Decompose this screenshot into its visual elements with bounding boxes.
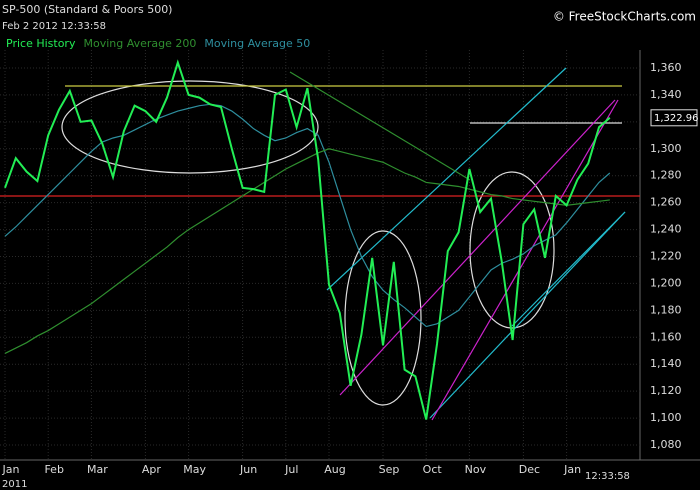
trend-line <box>339 99 616 396</box>
clock: 12:33:58 <box>585 471 630 482</box>
annotations <box>0 67 640 421</box>
source: © FreeStockCharts.com <box>553 10 696 24</box>
y-tick-label: 1,340 <box>650 88 682 101</box>
y-tick-label: 1,300 <box>650 142 682 155</box>
y-tick-label: 1,260 <box>650 196 682 209</box>
legend-entry: Price History <box>6 37 76 50</box>
x-tick-label: May <box>183 463 206 476</box>
x-tick-label: Jan <box>563 463 581 476</box>
x-tick-label: Feb <box>44 463 63 476</box>
y-tick-label: 1,200 <box>650 276 682 289</box>
x-tick-label: Oct <box>423 463 443 476</box>
legend-entry: Moving Average 50 <box>204 37 310 50</box>
series-line <box>4 59 611 420</box>
x-tick-label: Apr <box>142 463 162 476</box>
y-tick-label: 1,140 <box>650 357 682 370</box>
ellipse <box>61 80 319 174</box>
last-price: 1,322.96 <box>654 113 699 124</box>
y-tick-label: 1,080 <box>650 438 682 451</box>
y-tick-label: 1,360 <box>650 61 682 74</box>
ellipse <box>469 171 555 329</box>
x-tick-label: Jun <box>239 463 257 476</box>
y-tick-label: 1,240 <box>650 223 682 236</box>
y-tick-label: 1,280 <box>650 169 682 182</box>
chart-title: SP-500 (Standard & Poors 500) <box>2 3 172 16</box>
x-tick-label: Jan <box>2 463 20 476</box>
y-tick-label: 1,220 <box>650 250 682 263</box>
trend-line <box>511 211 626 327</box>
trend-line <box>289 71 471 181</box>
trend-line <box>326 67 567 291</box>
trend-line <box>429 211 626 419</box>
series-line <box>4 148 610 354</box>
x-tick-label: Sep <box>379 463 400 476</box>
timestamp: Feb 2 2012 12:33:58 <box>2 21 106 32</box>
series-line <box>4 103 611 328</box>
ellipse <box>344 230 422 406</box>
x-tick-label: Mar <box>87 463 108 476</box>
year-label: 2011 <box>2 479 27 490</box>
y-tick-label: 1,180 <box>650 303 682 316</box>
trend-line <box>431 99 619 421</box>
x-tick-label: Jul <box>284 463 298 476</box>
last-price-box <box>650 109 698 127</box>
x-tick-label: Nov <box>465 463 487 476</box>
y-tick-label: 1,160 <box>650 330 682 343</box>
y-tick-label: 1,120 <box>650 384 682 397</box>
y-tick-label: 1,100 <box>650 411 682 424</box>
legend-entry: Moving Average 200 <box>83 37 196 50</box>
x-tick-label: Aug <box>324 463 345 476</box>
x-tick-label: Dec <box>519 463 540 476</box>
